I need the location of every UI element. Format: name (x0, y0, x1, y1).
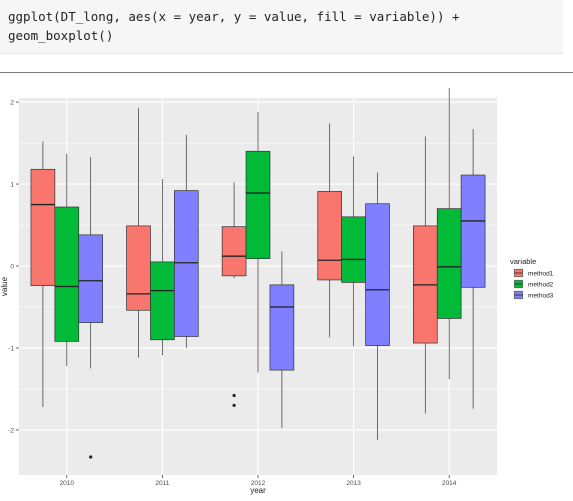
box-method2-2012 (245, 111, 271, 373)
box-body (341, 216, 366, 283)
box-method1-2014 (413, 136, 438, 414)
axes: year value -2 -1 0 1 2 2010 2011 2012 2013 2014 (0, 100, 457, 495)
legend-item-method3: method3 (513, 290, 554, 300)
y-tick-label: 1 (10, 182, 14, 189)
boxes (30, 88, 486, 459)
x-tick-label: 2013 (346, 480, 361, 487)
box-body (78, 234, 103, 323)
box-body (150, 261, 175, 341)
box-method3-2014 (460, 129, 486, 409)
box-method1-2012 (221, 182, 247, 407)
box-body (54, 206, 80, 342)
box-method1-2010 (30, 141, 56, 407)
box-body (365, 203, 390, 346)
box-method3-2011 (174, 134, 199, 348)
x-tick-label: 2011 (155, 480, 169, 487)
x-tick-label: 2014 (442, 480, 457, 487)
box-body (221, 226, 247, 277)
code-line-1: ggplot(DT_long, aes(x = year, y = value,… (8, 9, 460, 24)
box-method1-2011 (126, 107, 151, 358)
box-body (126, 225, 151, 311)
y-tick-label: -2 (8, 427, 14, 434)
y-axis-title: value (0, 276, 9, 296)
y-tick-label: -1 (8, 345, 14, 352)
code-block: ggplot(DT_long, aes(x = year, y = value,… (0, 0, 563, 54)
box-body (460, 174, 486, 288)
box-body (269, 284, 295, 371)
box-body (174, 190, 199, 337)
legend-label: method2 (528, 282, 554, 289)
box-body (436, 208, 462, 319)
box-method1-2013 (317, 123, 342, 338)
x-axis-title: year (250, 486, 266, 495)
outlier-point (232, 403, 236, 407)
box-method3-2013 (365, 172, 390, 440)
outlier-point (89, 455, 93, 459)
legend-item-method1: method1 (513, 268, 554, 278)
legend: variable method1 method2 method3 (510, 257, 554, 300)
legend-label: method1 (528, 271, 554, 278)
box-method3-2010 (78, 157, 103, 459)
legend-title: variable (510, 257, 536, 266)
legend-item-method2: method2 (513, 279, 554, 289)
box-body (30, 168, 56, 287)
box-body (317, 191, 342, 281)
output-divider (0, 72, 573, 73)
box-method3-2012 (269, 251, 295, 429)
outlier-point (232, 393, 236, 398)
y-tick-label: 0 (10, 264, 14, 271)
code-line-2: geom_boxplot() (8, 28, 114, 43)
box-body (245, 150, 271, 259)
boxplot-chart: year value -2 -1 0 1 2 2010 2011 2012 2013 2014 v… (0, 88, 554, 495)
x-tick-label: 2012 (251, 480, 266, 487)
x-tick-label: 2010 (60, 480, 75, 487)
y-tick-label: 2 (10, 100, 14, 107)
legend-label: method3 (528, 293, 554, 300)
